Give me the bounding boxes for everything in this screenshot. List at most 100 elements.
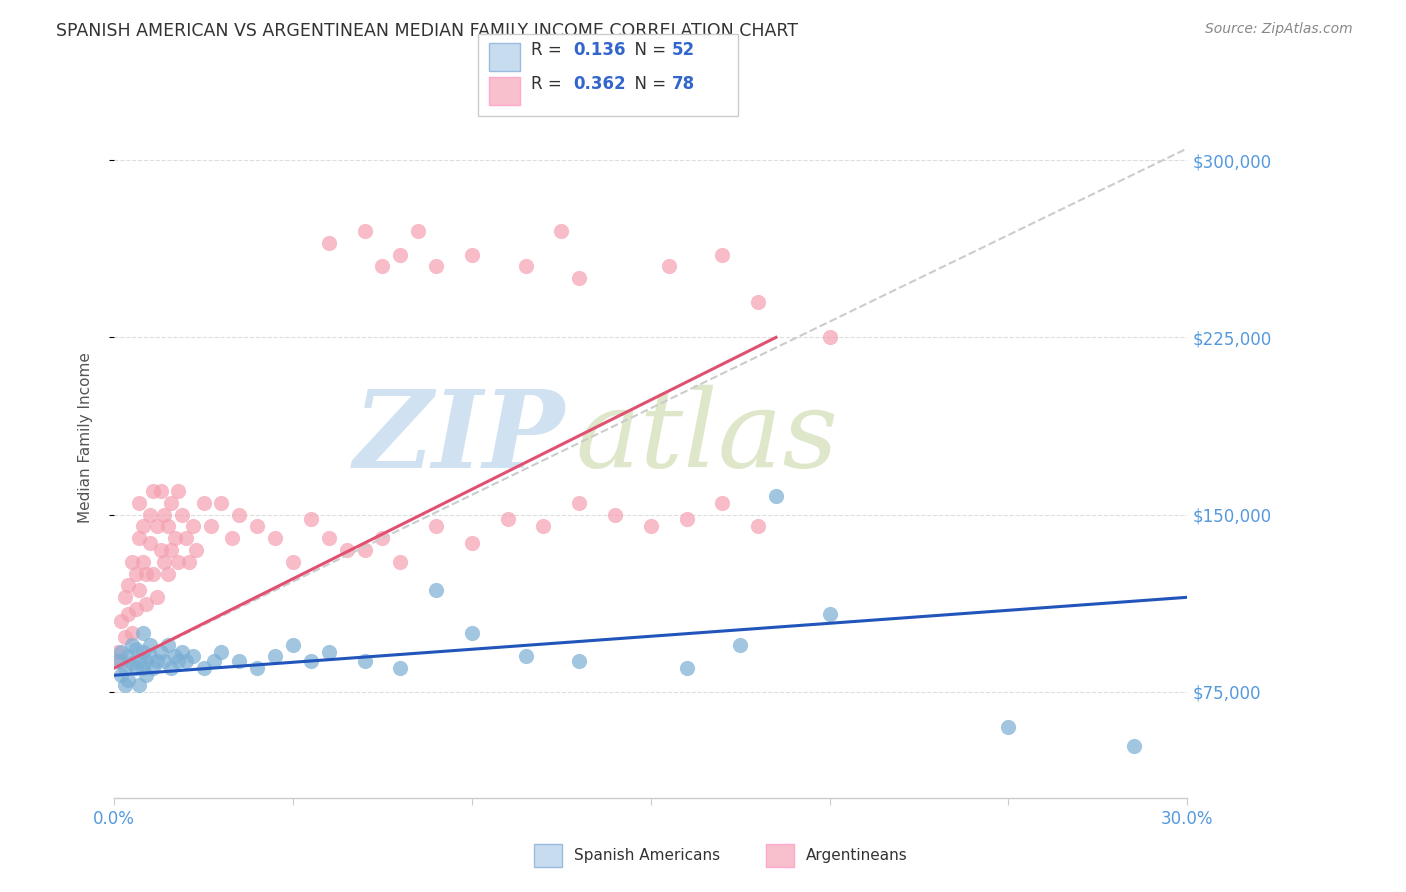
Point: [117, 673, 139, 687]
Text: R =: R =: [531, 75, 568, 93]
Point: [221, 531, 243, 545]
Point: [818, 607, 841, 621]
Point: [163, 649, 186, 664]
Point: [132, 555, 155, 569]
Point: [640, 519, 662, 533]
Point: [658, 260, 681, 274]
Text: 0.136: 0.136: [574, 41, 626, 59]
Point: [110, 668, 132, 682]
Point: [135, 668, 157, 682]
Point: [135, 598, 157, 612]
Point: [765, 489, 787, 503]
Point: [142, 566, 165, 581]
Point: [550, 224, 572, 238]
Point: [181, 519, 204, 533]
Point: [425, 260, 447, 274]
Point: [568, 271, 591, 285]
Point: [107, 654, 129, 668]
Point: [163, 531, 186, 545]
Point: [711, 247, 734, 261]
Point: [128, 654, 150, 668]
Point: [110, 645, 132, 659]
Point: [139, 638, 162, 652]
Point: [496, 512, 519, 526]
Point: [160, 496, 183, 510]
Point: [603, 508, 626, 522]
Point: [202, 654, 225, 668]
Point: [156, 566, 179, 581]
Point: [406, 224, 429, 238]
Point: [149, 645, 172, 659]
Point: [818, 330, 841, 344]
Point: [389, 661, 412, 675]
Point: [172, 645, 194, 659]
Point: [160, 661, 183, 675]
Point: [281, 555, 304, 569]
Point: [425, 583, 447, 598]
Point: [747, 294, 769, 309]
Point: [121, 657, 143, 671]
Point: [246, 661, 269, 675]
Point: [128, 678, 150, 692]
Point: [124, 642, 146, 657]
Point: [371, 531, 394, 545]
Point: [139, 649, 162, 664]
Point: [110, 654, 132, 668]
Point: [124, 661, 146, 675]
Point: [174, 531, 197, 545]
Point: [117, 578, 139, 592]
Point: [139, 536, 162, 550]
Text: 78: 78: [672, 75, 695, 93]
Point: [179, 555, 201, 569]
Point: [728, 638, 751, 652]
Point: [167, 654, 190, 668]
Text: 0.362: 0.362: [574, 75, 626, 93]
Point: [711, 496, 734, 510]
Point: [568, 496, 591, 510]
Point: [246, 519, 269, 533]
Point: [128, 496, 150, 510]
Point: [1122, 739, 1144, 753]
Point: [568, 654, 591, 668]
Point: [167, 483, 190, 498]
Text: 52: 52: [672, 41, 695, 59]
Point: [209, 496, 232, 510]
Point: [353, 224, 375, 238]
Point: [172, 508, 194, 522]
Point: [114, 591, 136, 605]
Point: [299, 654, 322, 668]
Point: [461, 247, 484, 261]
Text: Source: ZipAtlas.com: Source: ZipAtlas.com: [1205, 22, 1353, 37]
Point: [149, 543, 172, 558]
Point: [461, 536, 484, 550]
Point: [353, 654, 375, 668]
Point: [200, 519, 222, 533]
Point: [156, 638, 179, 652]
Point: [181, 649, 204, 664]
Point: [128, 583, 150, 598]
Point: [107, 645, 129, 659]
Text: N =: N =: [624, 75, 672, 93]
Point: [132, 661, 155, 675]
Point: [146, 519, 169, 533]
Y-axis label: Median Family Income: Median Family Income: [79, 352, 93, 524]
Text: R =: R =: [531, 41, 568, 59]
Point: [353, 543, 375, 558]
Point: [114, 678, 136, 692]
Point: [142, 483, 165, 498]
Point: [121, 625, 143, 640]
Point: [186, 543, 208, 558]
Point: [110, 614, 132, 628]
Point: [209, 645, 232, 659]
Point: [114, 631, 136, 645]
Point: [389, 555, 412, 569]
Point: [747, 519, 769, 533]
Text: N =: N =: [624, 41, 672, 59]
Point: [135, 566, 157, 581]
Point: [281, 638, 304, 652]
Point: [128, 531, 150, 545]
Point: [142, 661, 165, 675]
Point: [531, 519, 554, 533]
Point: [299, 512, 322, 526]
Point: [997, 720, 1019, 734]
